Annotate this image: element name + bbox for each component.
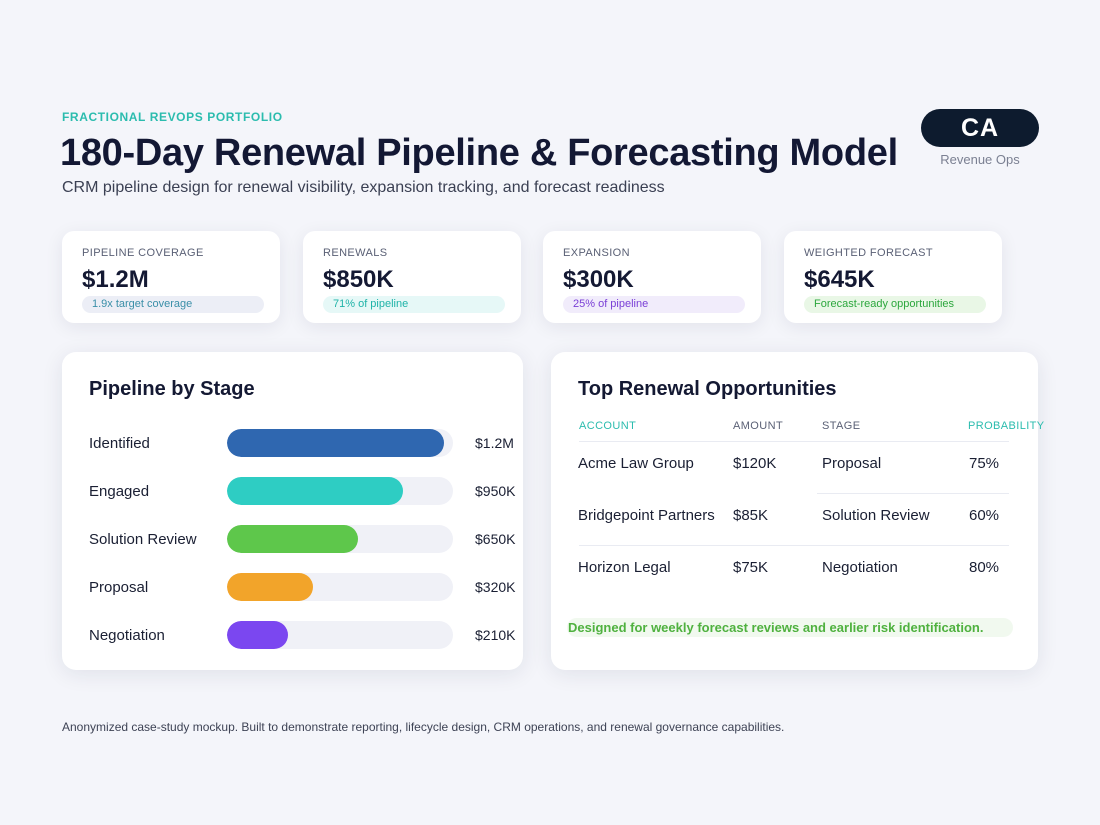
stage-amount: $210K bbox=[475, 627, 516, 643]
kpi-value: $1.2M bbox=[82, 266, 149, 293]
stage-label: Identified bbox=[89, 435, 150, 452]
stage-track bbox=[227, 573, 453, 601]
cell-stage: Proposal bbox=[822, 455, 882, 472]
kpi-label: RENEWALS bbox=[323, 247, 388, 259]
pipeline-card: Pipeline by Stage Identified $1.2M Engag… bbox=[62, 352, 523, 670]
cell-probability: 75% bbox=[969, 455, 1000, 472]
stage-amount: $950K bbox=[475, 483, 516, 499]
stage-bar bbox=[227, 429, 444, 457]
stage-track bbox=[227, 477, 453, 505]
stage-label: Solution Review bbox=[89, 531, 197, 548]
kpi-value: $645K bbox=[804, 266, 875, 293]
cell-stage: Negotiation bbox=[822, 559, 898, 576]
stage-amount: $650K bbox=[475, 531, 516, 547]
eyebrow-label: FRACTIONAL REVOPS PORTFOLIO bbox=[62, 110, 283, 124]
avatar-badge: CA bbox=[921, 109, 1039, 147]
stage-bar bbox=[227, 477, 404, 505]
page-subtitle: CRM pipeline design for renewal visibili… bbox=[62, 179, 665, 196]
stage-label: Engaged bbox=[89, 483, 150, 500]
cell-amount: $120K bbox=[733, 455, 777, 472]
kpi-value: $850K bbox=[323, 266, 394, 293]
stage-row-solution-review: Solution Review $650K bbox=[89, 525, 529, 553]
cell-amount: $75K bbox=[733, 559, 769, 576]
column-header-account: ACCOUNT bbox=[579, 420, 637, 432]
forecast-tagline: Designed for weekly forecast reviews and… bbox=[567, 618, 1013, 637]
stage-bar bbox=[227, 573, 313, 601]
footer-note: Anonymized case-study mockup. Built to d… bbox=[62, 720, 785, 734]
stage-label: Negotiation bbox=[89, 627, 165, 644]
kpi-note: Forecast-ready opportunities bbox=[804, 296, 986, 313]
row-divider bbox=[817, 493, 1009, 494]
stage-bar bbox=[227, 525, 359, 553]
row-divider bbox=[579, 545, 1009, 546]
kpi-card-pipeline-coverage: PIPELINE COVERAGE $1.2M 1.9x target cove… bbox=[62, 231, 280, 323]
kpi-card-weighted-forecast: WEIGHTED FORECAST $645K Forecast-ready o… bbox=[784, 231, 1002, 323]
opportunities-card: Top Renewal Opportunities bbox=[551, 352, 1038, 670]
cell-probability: 60% bbox=[969, 507, 1000, 524]
cell-account: Acme Law Group bbox=[578, 455, 694, 472]
cell-stage: Solution Review bbox=[822, 507, 930, 524]
stage-bar bbox=[227, 621, 289, 649]
kpi-label: EXPANSION bbox=[563, 247, 630, 259]
stage-track bbox=[227, 525, 453, 553]
stage-row-identified: Identified $1.2M bbox=[89, 429, 529, 457]
cell-amount: $85K bbox=[733, 507, 769, 524]
kpi-note: 1.9x target coverage bbox=[82, 296, 264, 313]
stage-amount: $1.2M bbox=[475, 435, 514, 451]
column-header-stage: STAGE bbox=[822, 420, 861, 432]
opportunities-card-title: Top Renewal Opportunities bbox=[578, 378, 837, 400]
kpi-note: 71% of pipeline bbox=[323, 296, 505, 313]
stage-track bbox=[227, 429, 453, 457]
kpi-value: $300K bbox=[563, 266, 634, 293]
kpi-card-expansion: EXPANSION $300K 25% of pipeline bbox=[543, 231, 761, 323]
stage-label: Proposal bbox=[89, 579, 149, 596]
column-header-amount: AMOUNT bbox=[733, 420, 784, 432]
cell-probability: 80% bbox=[969, 559, 1000, 576]
stage-row-engaged: Engaged $950K bbox=[89, 477, 529, 505]
stage-row-negotiation: Negotiation $210K bbox=[89, 621, 529, 649]
page-title: 180-Day Renewal Pipeline & Forecasting M… bbox=[60, 132, 898, 174]
kpi-note: 25% of pipeline bbox=[563, 296, 745, 313]
column-header-probability: PROBABILITY bbox=[968, 420, 1045, 432]
row-divider bbox=[579, 441, 1009, 442]
stage-amount: $320K bbox=[475, 579, 516, 595]
badge-caption: Revenue Ops bbox=[940, 152, 1020, 167]
kpi-label: PIPELINE COVERAGE bbox=[82, 247, 204, 259]
kpi-card-renewals: RENEWALS $850K 71% of pipeline bbox=[303, 231, 521, 323]
pipeline-card-title: Pipeline by Stage bbox=[89, 378, 255, 400]
kpi-label: WEIGHTED FORECAST bbox=[804, 247, 934, 259]
stage-track bbox=[227, 621, 453, 649]
cell-account: Bridgepoint Partners bbox=[578, 507, 715, 524]
cell-account: Horizon Legal bbox=[578, 559, 671, 576]
stage-row-proposal: Proposal $320K bbox=[89, 573, 529, 601]
